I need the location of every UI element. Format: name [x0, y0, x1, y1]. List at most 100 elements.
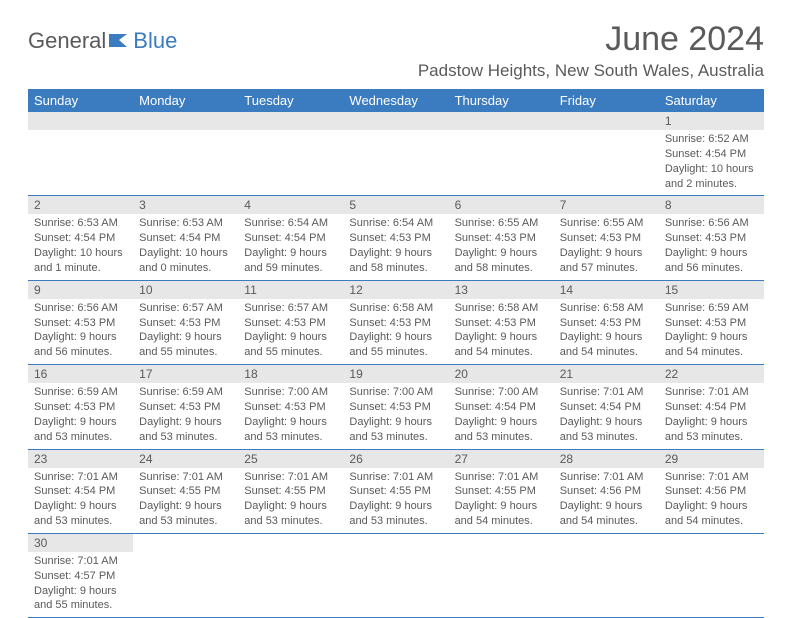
calendar-cell — [238, 533, 343, 617]
day-number: 27 — [449, 450, 554, 468]
calendar-cell — [449, 112, 554, 196]
day-number: 16 — [28, 365, 133, 383]
day-details: Sunrise: 7:01 AMSunset: 4:56 PMDaylight:… — [554, 468, 659, 533]
calendar-cell: 8Sunrise: 6:56 AMSunset: 4:53 PMDaylight… — [659, 196, 764, 280]
day-header: Friday — [554, 89, 659, 112]
day-number: 1 — [659, 112, 764, 130]
day-details: Sunrise: 7:01 AMSunset: 4:54 PMDaylight:… — [28, 468, 133, 533]
day-number: 12 — [343, 281, 448, 299]
day-details: Sunrise: 7:01 AMSunset: 4:57 PMDaylight:… — [28, 552, 133, 617]
day-details: Sunrise: 7:01 AMSunset: 4:56 PMDaylight:… — [659, 468, 764, 533]
logo: General Blue — [28, 20, 177, 54]
calendar-cell: 5Sunrise: 6:54 AMSunset: 4:53 PMDaylight… — [343, 196, 448, 280]
calendar-cell: 23Sunrise: 7:01 AMSunset: 4:54 PMDayligh… — [28, 449, 133, 533]
calendar-cell: 25Sunrise: 7:01 AMSunset: 4:55 PMDayligh… — [238, 449, 343, 533]
day-number: 26 — [343, 450, 448, 468]
day-details: Sunrise: 6:55 AMSunset: 4:53 PMDaylight:… — [449, 214, 554, 279]
calendar-cell: 13Sunrise: 6:58 AMSunset: 4:53 PMDayligh… — [449, 280, 554, 364]
calendar-cell: 3Sunrise: 6:53 AMSunset: 4:54 PMDaylight… — [133, 196, 238, 280]
calendar-cell: 21Sunrise: 7:01 AMSunset: 4:54 PMDayligh… — [554, 365, 659, 449]
month-title: June 2024 — [418, 20, 764, 59]
day-number: 30 — [28, 534, 133, 552]
flag-icon — [109, 28, 131, 54]
calendar-cell: 30Sunrise: 7:01 AMSunset: 4:57 PMDayligh… — [28, 533, 133, 617]
calendar-cell: 7Sunrise: 6:55 AMSunset: 4:53 PMDaylight… — [554, 196, 659, 280]
day-number: 7 — [554, 196, 659, 214]
day-details: Sunrise: 6:59 AMSunset: 4:53 PMDaylight:… — [659, 299, 764, 364]
day-number: 23 — [28, 450, 133, 468]
day-number: 10 — [133, 281, 238, 299]
calendar-cell: 28Sunrise: 7:01 AMSunset: 4:56 PMDayligh… — [554, 449, 659, 533]
calendar-cell: 12Sunrise: 6:58 AMSunset: 4:53 PMDayligh… — [343, 280, 448, 364]
calendar-cell: 22Sunrise: 7:01 AMSunset: 4:54 PMDayligh… — [659, 365, 764, 449]
day-number: 20 — [449, 365, 554, 383]
day-details: Sunrise: 7:00 AMSunset: 4:53 PMDaylight:… — [238, 383, 343, 448]
day-details: Sunrise: 6:58 AMSunset: 4:53 PMDaylight:… — [554, 299, 659, 364]
day-number: 15 — [659, 281, 764, 299]
day-number: 8 — [659, 196, 764, 214]
calendar-body: 1Sunrise: 6:52 AMSunset: 4:54 PMDaylight… — [28, 112, 764, 618]
day-details: Sunrise: 6:54 AMSunset: 4:53 PMDaylight:… — [343, 214, 448, 279]
calendar-cell — [554, 112, 659, 196]
calendar-cell: 20Sunrise: 7:00 AMSunset: 4:54 PMDayligh… — [449, 365, 554, 449]
calendar-cell — [238, 112, 343, 196]
title-block: June 2024 Padstow Heights, New South Wal… — [418, 20, 764, 81]
day-number: 18 — [238, 365, 343, 383]
calendar-cell: 18Sunrise: 7:00 AMSunset: 4:53 PMDayligh… — [238, 365, 343, 449]
calendar-cell: 15Sunrise: 6:59 AMSunset: 4:53 PMDayligh… — [659, 280, 764, 364]
day-number: 22 — [659, 365, 764, 383]
calendar-cell: 29Sunrise: 7:01 AMSunset: 4:56 PMDayligh… — [659, 449, 764, 533]
calendar-table: SundayMondayTuesdayWednesdayThursdayFrid… — [28, 89, 764, 618]
day-details: Sunrise: 6:56 AMSunset: 4:53 PMDaylight:… — [659, 214, 764, 279]
calendar-cell — [554, 533, 659, 617]
day-details: Sunrise: 6:59 AMSunset: 4:53 PMDaylight:… — [133, 383, 238, 448]
day-header: Saturday — [659, 89, 764, 112]
calendar-cell: 26Sunrise: 7:01 AMSunset: 4:55 PMDayligh… — [343, 449, 448, 533]
calendar-cell: 17Sunrise: 6:59 AMSunset: 4:53 PMDayligh… — [133, 365, 238, 449]
calendar-cell: 9Sunrise: 6:56 AMSunset: 4:53 PMDaylight… — [28, 280, 133, 364]
calendar-cell: 11Sunrise: 6:57 AMSunset: 4:53 PMDayligh… — [238, 280, 343, 364]
day-details: Sunrise: 7:01 AMSunset: 4:54 PMDaylight:… — [659, 383, 764, 448]
day-number: 24 — [133, 450, 238, 468]
day-details: Sunrise: 6:53 AMSunset: 4:54 PMDaylight:… — [133, 214, 238, 279]
day-details: Sunrise: 6:58 AMSunset: 4:53 PMDaylight:… — [343, 299, 448, 364]
calendar-cell: 24Sunrise: 7:01 AMSunset: 4:55 PMDayligh… — [133, 449, 238, 533]
location: Padstow Heights, New South Wales, Austra… — [418, 61, 764, 81]
day-number: 3 — [133, 196, 238, 214]
day-details: Sunrise: 6:59 AMSunset: 4:53 PMDaylight:… — [28, 383, 133, 448]
calendar-cell — [449, 533, 554, 617]
day-header: Tuesday — [238, 89, 343, 112]
day-number: 28 — [554, 450, 659, 468]
day-details: Sunrise: 6:54 AMSunset: 4:54 PMDaylight:… — [238, 214, 343, 279]
day-details: Sunrise: 7:01 AMSunset: 4:55 PMDaylight:… — [238, 468, 343, 533]
day-details: Sunrise: 7:00 AMSunset: 4:53 PMDaylight:… — [343, 383, 448, 448]
day-header: Monday — [133, 89, 238, 112]
calendar-cell — [659, 533, 764, 617]
day-header: Thursday — [449, 89, 554, 112]
day-number: 2 — [28, 196, 133, 214]
logo-text-b: Blue — [133, 28, 177, 54]
calendar-cell: 27Sunrise: 7:01 AMSunset: 4:55 PMDayligh… — [449, 449, 554, 533]
day-header: Sunday — [28, 89, 133, 112]
day-number: 11 — [238, 281, 343, 299]
day-number: 29 — [659, 450, 764, 468]
day-number: 9 — [28, 281, 133, 299]
day-number: 21 — [554, 365, 659, 383]
day-details: Sunrise: 6:52 AMSunset: 4:54 PMDaylight:… — [659, 130, 764, 195]
calendar-cell: 10Sunrise: 6:57 AMSunset: 4:53 PMDayligh… — [133, 280, 238, 364]
calendar-head: SundayMondayTuesdayWednesdayThursdayFrid… — [28, 89, 764, 112]
header: General Blue June 2024 Padstow Heights, … — [28, 20, 764, 81]
day-number: 14 — [554, 281, 659, 299]
day-number: 6 — [449, 196, 554, 214]
day-header: Wednesday — [343, 89, 448, 112]
day-details: Sunrise: 7:01 AMSunset: 4:55 PMDaylight:… — [133, 468, 238, 533]
day-details: Sunrise: 7:01 AMSunset: 4:54 PMDaylight:… — [554, 383, 659, 448]
calendar-cell: 19Sunrise: 7:00 AMSunset: 4:53 PMDayligh… — [343, 365, 448, 449]
day-details: Sunrise: 6:56 AMSunset: 4:53 PMDaylight:… — [28, 299, 133, 364]
day-number: 13 — [449, 281, 554, 299]
calendar-cell: 6Sunrise: 6:55 AMSunset: 4:53 PMDaylight… — [449, 196, 554, 280]
calendar-cell: 2Sunrise: 6:53 AMSunset: 4:54 PMDaylight… — [28, 196, 133, 280]
day-number: 4 — [238, 196, 343, 214]
calendar-cell — [28, 112, 133, 196]
calendar-cell: 4Sunrise: 6:54 AMSunset: 4:54 PMDaylight… — [238, 196, 343, 280]
